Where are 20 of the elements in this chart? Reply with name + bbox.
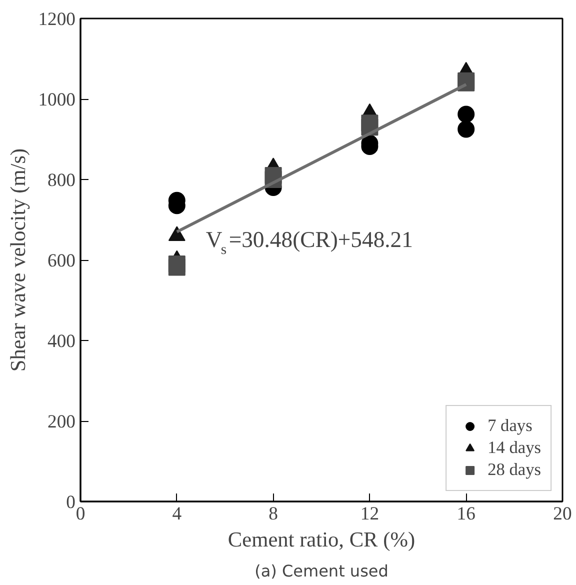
point <box>168 256 186 273</box>
x-tick-label: 16 <box>456 504 476 524</box>
legend-label: 14 days <box>488 438 541 458</box>
y-axis-title: Shear wave velocity (m/s) <box>6 148 30 372</box>
text: (a) Cement used <box>254 562 388 580</box>
y-tick-label: 1000 <box>38 90 76 110</box>
y-tick-label: 400 <box>48 331 76 352</box>
point <box>458 106 475 123</box>
legend-label: 28 days <box>488 460 541 480</box>
y-tick-label: 800 <box>48 170 76 191</box>
legend-label: 7 days <box>488 416 532 436</box>
point <box>458 120 475 138</box>
y-tick-label: 200 <box>48 412 76 432</box>
x-tick-label: 8 <box>268 504 278 524</box>
y-tick-label: 600 <box>48 250 76 272</box>
x-tick-label: 20 <box>553 504 572 524</box>
y-tick-label: 1200 <box>38 9 76 30</box>
x-tick-label: 12 <box>360 504 380 524</box>
x-tick-label: 4 <box>172 504 182 524</box>
x-axis-title: Cement ratio, CR (%) <box>228 528 416 552</box>
